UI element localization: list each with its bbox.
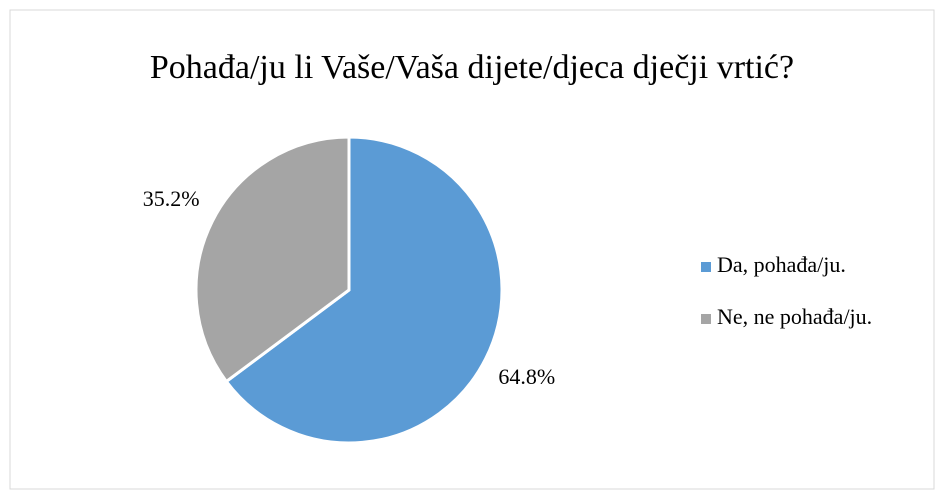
data-label: 35.2% (143, 186, 200, 211)
chart-title: Pohađa/ju li Vaše/Vaša dijete/djeca dječ… (150, 49, 794, 86)
legend-label: Ne, ne pohađa/ju. (717, 304, 872, 329)
pie-slice (194, 135, 351, 384)
legend-swatch (701, 314, 711, 324)
legend-swatch (701, 262, 711, 272)
pie-slice (224, 135, 504, 445)
legend-label: Da, pohađa/ju. (717, 252, 846, 277)
data-label: 64.8% (498, 364, 555, 389)
